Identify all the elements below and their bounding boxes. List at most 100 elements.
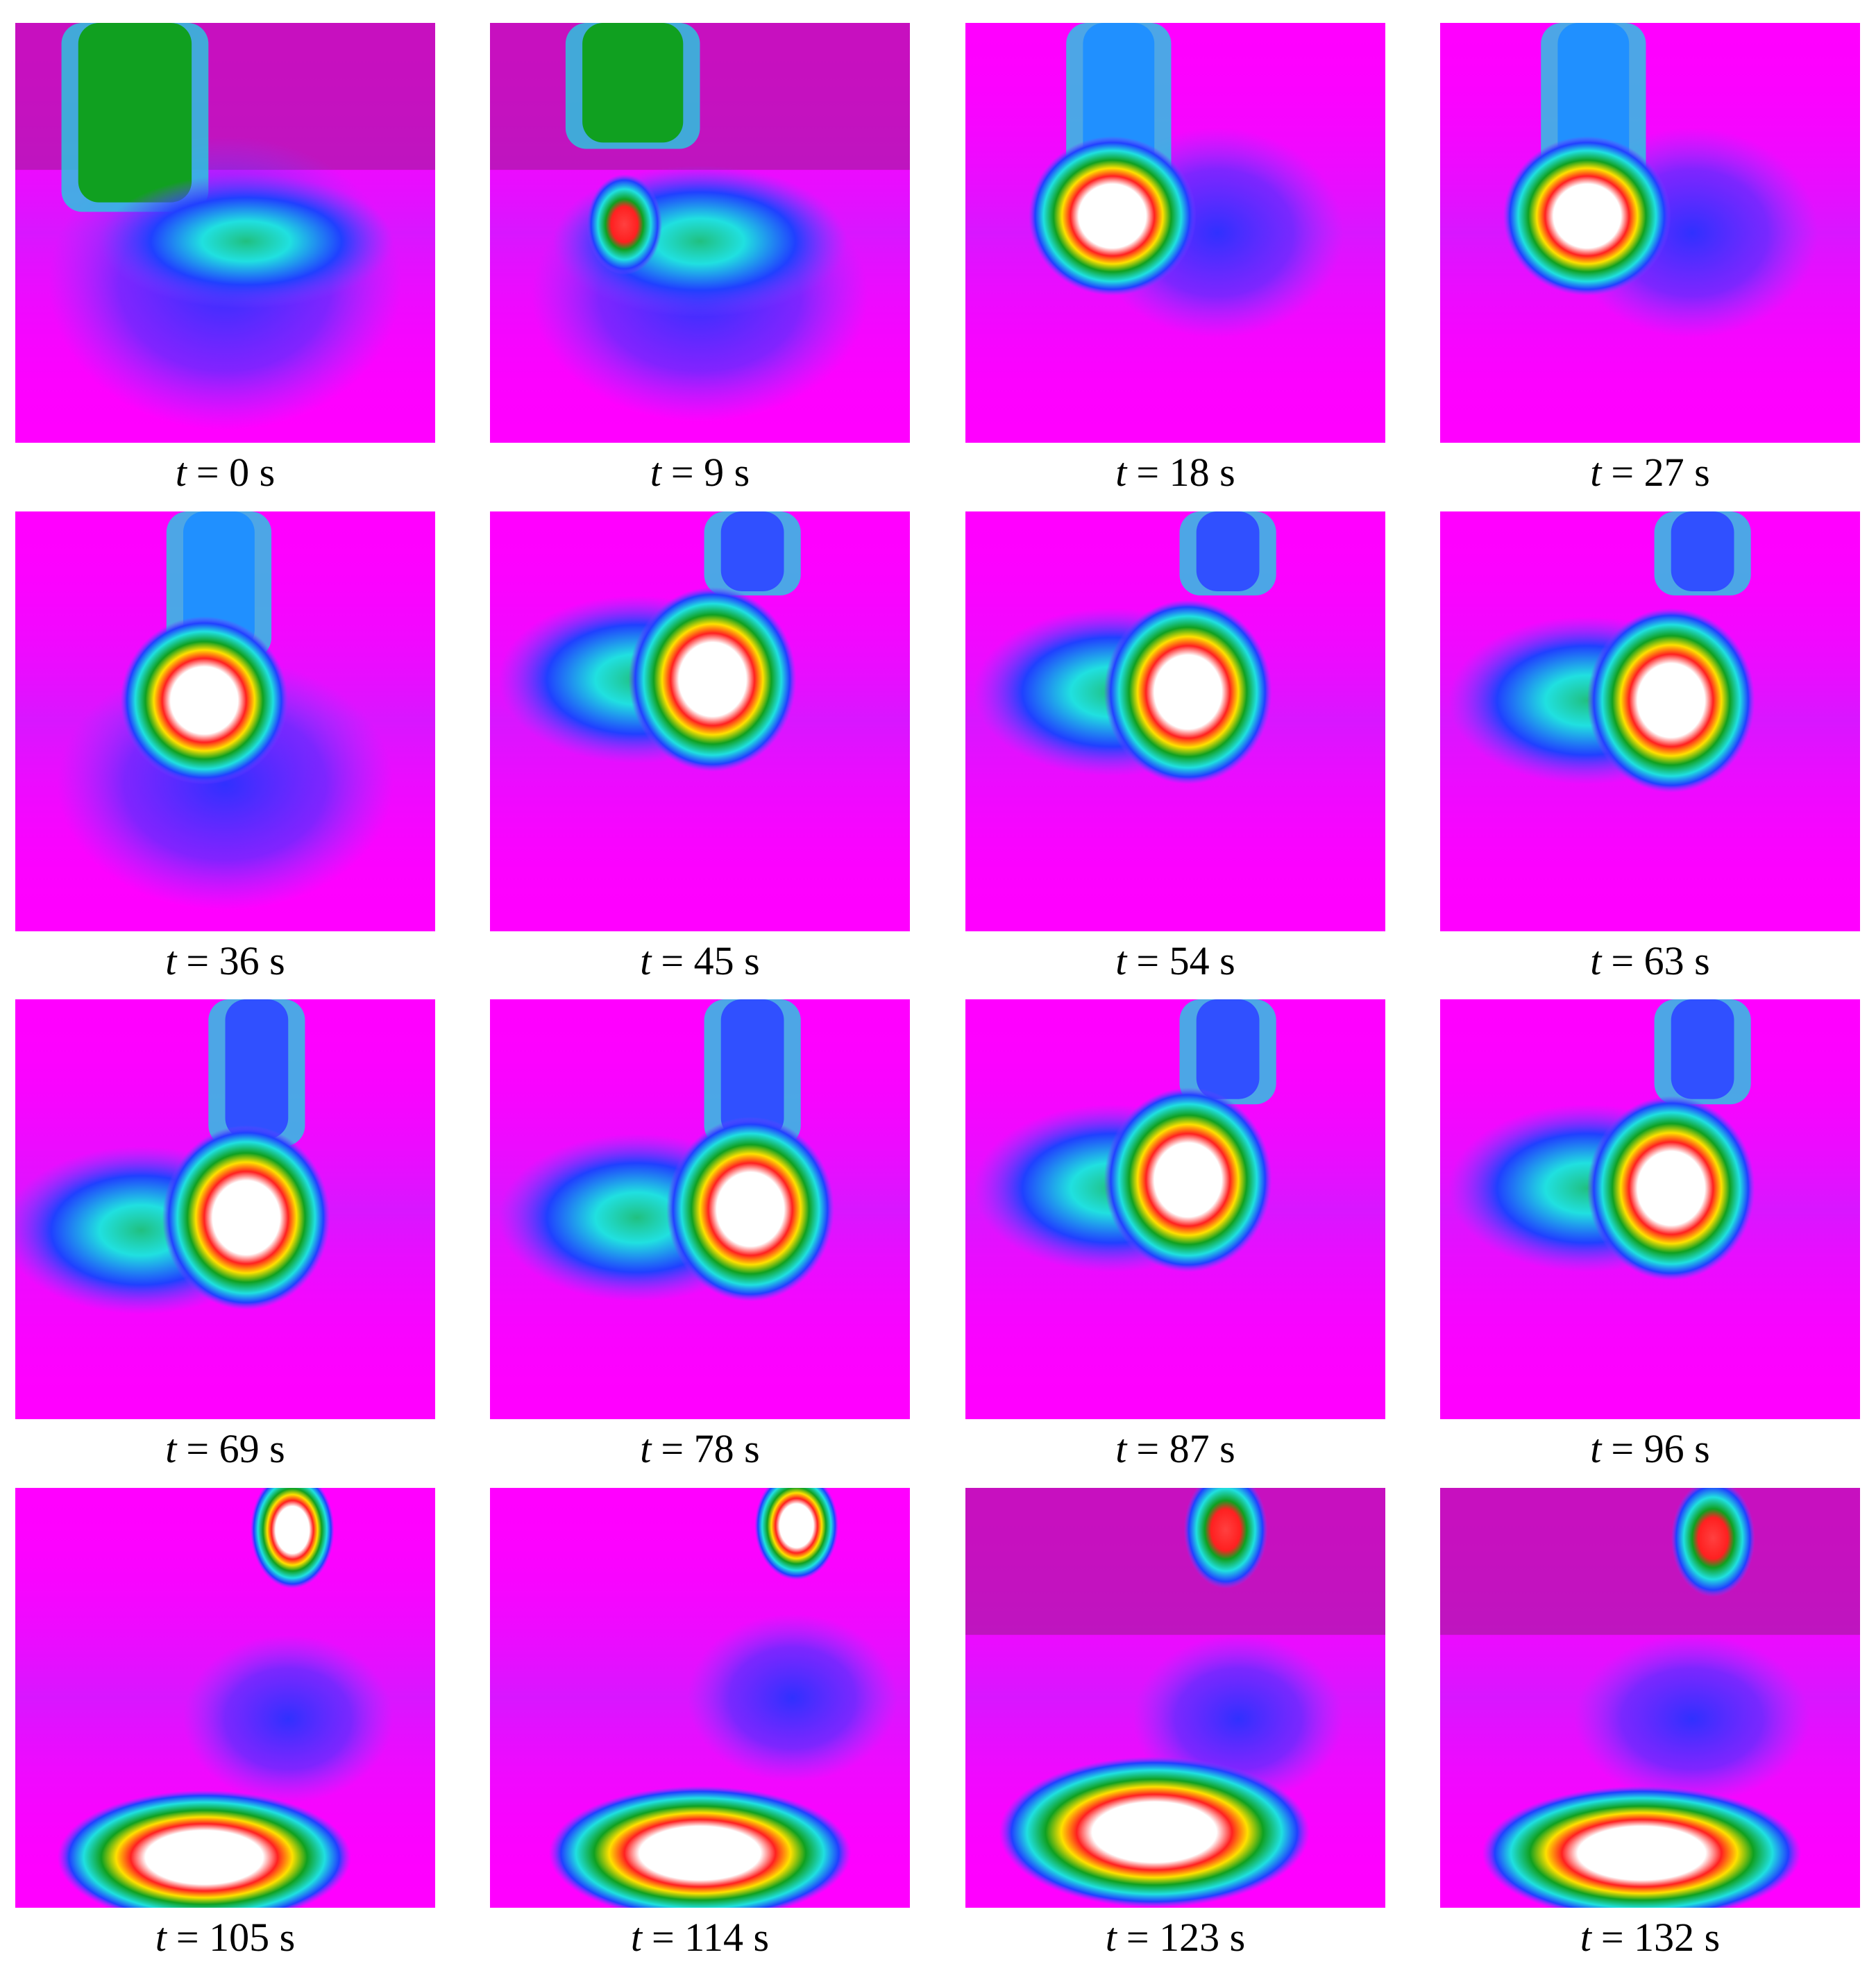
caption: t = 123 s	[1106, 1915, 1245, 1960]
thermal-image	[1440, 1488, 1860, 1908]
small-spot	[250, 1488, 335, 1589]
thermal-image	[15, 1488, 435, 1908]
hot-spot	[666, 1117, 835, 1302]
image-content	[1440, 999, 1860, 1419]
image-content	[965, 999, 1385, 1419]
caption: t = 87 s	[1115, 1426, 1235, 1471]
thermal-image	[965, 23, 1385, 443]
small-spot	[1671, 1488, 1755, 1598]
caption-text: = 36 s	[186, 938, 285, 983]
bottom-spot	[548, 1786, 852, 1908]
caption-symbol: t	[1590, 450, 1603, 495]
bottom-spot	[1482, 1786, 1802, 1908]
stem	[225, 999, 289, 1140]
bottom-spot	[57, 1790, 351, 1908]
caption-text: = 9 s	[671, 450, 750, 495]
caption-symbol: t	[165, 1426, 178, 1471]
caption: t = 0 s	[176, 450, 275, 495]
hot-spot	[628, 586, 797, 772]
image-content	[490, 23, 910, 443]
caption-symbol: t	[1115, 1426, 1128, 1471]
stem	[582, 23, 684, 143]
caption: t = 114 s	[631, 1915, 769, 1960]
image-content	[490, 511, 910, 931]
thermal-image	[15, 999, 435, 1419]
small-spot	[754, 1488, 839, 1581]
hot-spot	[1587, 1096, 1755, 1281]
warm-spot	[586, 173, 663, 275]
caption-symbol: t	[1590, 938, 1603, 983]
cool-region	[183, 1634, 394, 1803]
caption-text: = 0 s	[196, 450, 275, 495]
stem	[78, 23, 192, 203]
hot-spot	[162, 1125, 330, 1310]
thermal-image	[1440, 23, 1860, 443]
caption-symbol: t	[640, 1426, 652, 1471]
image-content	[1440, 23, 1860, 443]
caption: t = 69 s	[165, 1426, 285, 1471]
caption-symbol: t	[176, 450, 188, 495]
caption-symbol: t	[640, 938, 652, 983]
caption-symbol: t	[650, 450, 663, 495]
caption-text: = 18 s	[1136, 450, 1235, 495]
stem	[1671, 511, 1734, 591]
bottom-spot	[999, 1756, 1310, 1908]
caption-text: = 27 s	[1611, 450, 1709, 495]
image-content	[15, 999, 435, 1419]
caption-symbol: t	[1590, 1426, 1603, 1471]
stem	[183, 511, 255, 652]
hot-spot	[1104, 600, 1272, 785]
image-content	[965, 23, 1385, 443]
cool-region	[1574, 1634, 1810, 1803]
caption-symbol: t	[1106, 1915, 1118, 1960]
thermal-image	[965, 511, 1385, 931]
image-content	[965, 511, 1385, 931]
thermal-image	[1440, 999, 1860, 1419]
caption-text: = 105 s	[176, 1915, 295, 1960]
small-spot	[1183, 1488, 1268, 1589]
caption: t = 45 s	[640, 938, 759, 983]
stem	[720, 511, 784, 591]
caption: t = 9 s	[650, 450, 750, 495]
hot-spot	[1587, 608, 1755, 793]
caption-symbol: t	[155, 1915, 168, 1960]
cool-region	[687, 1613, 897, 1782]
thermal-image	[965, 999, 1385, 1419]
caption-text: = 96 s	[1611, 1426, 1709, 1471]
caption-text: = 78 s	[661, 1426, 759, 1471]
caption-text: = 87 s	[1136, 1426, 1235, 1471]
image-content	[1440, 1488, 1860, 1908]
caption-symbol: t	[1115, 938, 1128, 983]
caption: t = 27 s	[1590, 450, 1709, 495]
hot-spot	[120, 616, 289, 785]
image-content	[490, 999, 910, 1419]
caption-text: = 63 s	[1611, 938, 1709, 983]
image-content	[490, 1488, 910, 1908]
caption-symbol: t	[631, 1915, 643, 1960]
hot-spot	[1028, 136, 1197, 296]
image-content	[15, 511, 435, 931]
caption-text: = 114 s	[652, 1915, 769, 1960]
thermal-image	[490, 999, 910, 1419]
caption-symbol: t	[1115, 450, 1128, 495]
thermal-image	[490, 511, 910, 931]
thermal-image	[15, 511, 435, 931]
stem	[1196, 999, 1260, 1099]
caption: t = 18 s	[1115, 450, 1235, 495]
dark-region	[1440, 1488, 1860, 1635]
caption: t = 54 s	[1115, 938, 1235, 983]
caption: t = 36 s	[165, 938, 285, 983]
plume	[99, 173, 394, 309]
hot-spot	[1104, 1087, 1272, 1273]
image-content	[1440, 511, 1860, 931]
thermal-image	[1440, 511, 1860, 931]
image-content	[15, 1488, 435, 1908]
thermal-image	[965, 1488, 1385, 1908]
caption-text: = 45 s	[661, 938, 759, 983]
image-content	[15, 23, 435, 443]
caption: t = 105 s	[155, 1915, 295, 1960]
caption: t = 63 s	[1590, 938, 1709, 983]
stem	[1671, 999, 1734, 1099]
